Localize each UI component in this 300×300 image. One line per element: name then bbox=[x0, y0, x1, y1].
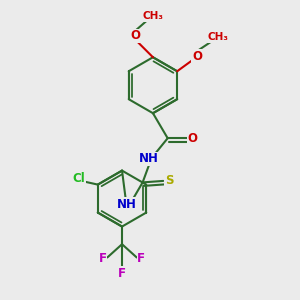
Text: O: O bbox=[188, 132, 198, 145]
Text: F: F bbox=[118, 267, 126, 280]
Text: NH: NH bbox=[139, 152, 159, 165]
Text: F: F bbox=[137, 252, 145, 266]
Text: F: F bbox=[99, 252, 107, 266]
Text: Cl: Cl bbox=[72, 172, 85, 185]
Text: CH₃: CH₃ bbox=[142, 11, 164, 21]
Text: S: S bbox=[165, 174, 173, 188]
Text: NH: NH bbox=[117, 198, 137, 211]
Text: O: O bbox=[130, 29, 140, 42]
Text: O: O bbox=[192, 50, 202, 63]
Text: CH₃: CH₃ bbox=[208, 32, 229, 42]
